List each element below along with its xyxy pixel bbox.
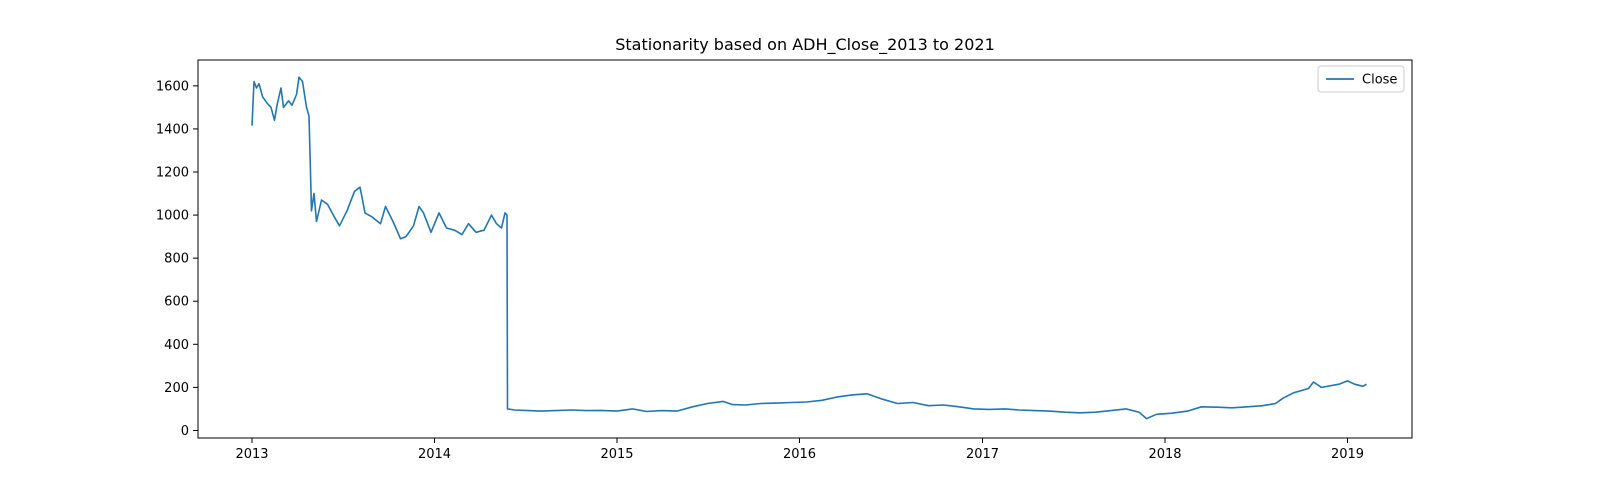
legend: Close	[1317, 65, 1405, 93]
series-layer	[251, 76, 1367, 420]
series-line-close	[251, 76, 1367, 420]
plot-area-frame	[197, 59, 1413, 439]
y-tick-label: 200	[164, 381, 189, 396]
x-tick-label: 2016	[783, 447, 816, 462]
y-tick-label: 1600	[156, 79, 189, 94]
chart-title: Stationarity based on ADH_Close_2013 to …	[615, 35, 995, 55]
y-tick-label: 0	[181, 424, 189, 439]
legend-box	[1317, 65, 1405, 93]
x-tick-label: 2015	[600, 447, 633, 462]
y-tick-label: 1000	[156, 209, 189, 224]
y-axis: 0 200 400 600 800 1000 1200 1400 1600	[156, 79, 198, 439]
x-tick-label: 2017	[966, 447, 999, 462]
x-tick-label: 2013	[235, 447, 268, 462]
y-tick-label: 1400	[156, 122, 189, 137]
x-axis: 2013 2014 2015 2016 2017 2018 2019	[235, 438, 1364, 462]
y-tick-label: 400	[164, 338, 189, 353]
y-tick-label: 600	[164, 295, 189, 310]
x-tick-label: 2014	[418, 447, 451, 462]
legend-label-close: Close	[1362, 73, 1397, 88]
y-tick-label: 800	[164, 252, 189, 267]
x-tick-label: 2018	[1148, 447, 1181, 462]
x-tick-label: 2019	[1331, 447, 1364, 462]
y-tick-label: 1200	[156, 166, 189, 181]
